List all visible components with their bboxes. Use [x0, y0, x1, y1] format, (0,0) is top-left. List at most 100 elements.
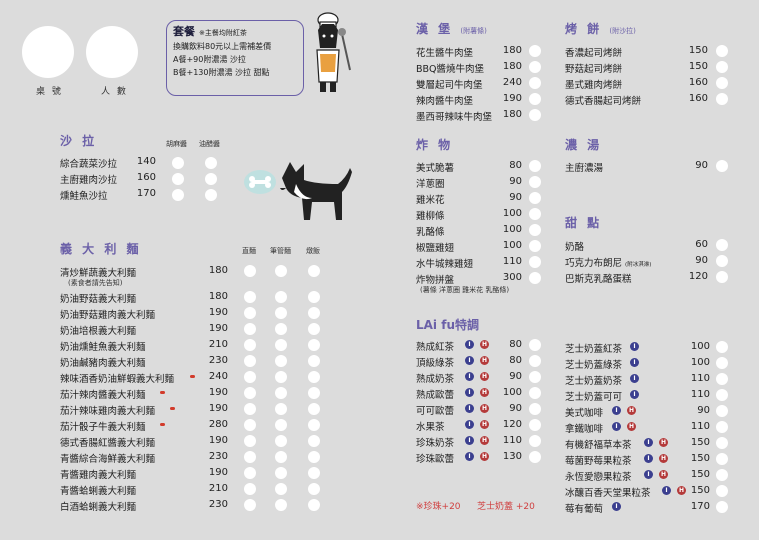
drink-option-dot[interactable]	[716, 373, 728, 385]
pasta-option-dot[interactable]	[308, 291, 320, 303]
salad-option-dot[interactable]	[172, 157, 184, 169]
burger-option-dot[interactable]	[529, 93, 541, 105]
dessert-option-dot[interactable]	[716, 271, 728, 283]
salad-option-dot[interactable]	[205, 157, 217, 169]
pasta-option-dot[interactable]	[308, 419, 320, 431]
pasta-option-dot[interactable]	[244, 451, 256, 463]
pasta-option-dot[interactable]	[244, 403, 256, 415]
drink-option-dot[interactable]	[716, 437, 728, 449]
pasta-option-dot[interactable]	[275, 355, 287, 367]
hot-icon: H	[659, 454, 668, 463]
fried-option-dot[interactable]	[529, 192, 541, 204]
table-number-field[interactable]	[22, 26, 74, 78]
pasta-option-dot[interactable]	[244, 323, 256, 335]
fried-option-dot[interactable]	[529, 240, 541, 252]
pasta-option-dot[interactable]	[308, 371, 320, 383]
drink-item-price: 90	[509, 371, 522, 382]
pasta-option-dot[interactable]	[308, 435, 320, 447]
drink-option-dot[interactable]	[716, 485, 728, 497]
pasta-option-dot[interactable]	[308, 387, 320, 399]
drink-option-dot[interactable]	[529, 435, 541, 447]
hot-icon: H	[480, 372, 489, 381]
pasta-option-dot[interactable]	[308, 355, 320, 367]
pasta-option-dot[interactable]	[308, 403, 320, 415]
pasta-option-dot[interactable]	[275, 307, 287, 319]
drink-option-dot[interactable]	[716, 421, 728, 433]
drink-option-dot[interactable]	[716, 357, 728, 369]
drink-option-dot[interactable]	[529, 355, 541, 367]
drink-option-dot[interactable]	[716, 341, 728, 353]
burger-option-dot[interactable]	[529, 77, 541, 89]
pasta-option-dot[interactable]	[308, 483, 320, 495]
salad-option-dot[interactable]	[172, 189, 184, 201]
pasta-option-dot[interactable]	[244, 371, 256, 383]
pasta-option-dot[interactable]	[275, 387, 287, 399]
pasta-item-name: 德式香腸紅醬義大利麵	[60, 438, 156, 449]
pasta-option-dot[interactable]	[275, 265, 287, 277]
drink-option-dot[interactable]	[529, 403, 541, 415]
pasta-option-dot[interactable]	[275, 339, 287, 351]
burger-option-dot[interactable]	[529, 45, 541, 57]
pasta-option-dot[interactable]	[275, 291, 287, 303]
dessert-option-dot[interactable]	[716, 255, 728, 267]
pasta-option-dot[interactable]	[275, 467, 287, 479]
drink-option-dot[interactable]	[716, 501, 728, 513]
burger-option-dot[interactable]	[529, 61, 541, 73]
pasta-option-dot[interactable]	[275, 483, 287, 495]
pasta-option-dot[interactable]	[244, 355, 256, 367]
drink-option-dot[interactable]	[716, 453, 728, 465]
pancake-option-dot[interactable]	[716, 45, 728, 57]
pasta-option-dot[interactable]	[244, 419, 256, 431]
salad-option-dot[interactable]	[172, 173, 184, 185]
fried-option-dot[interactable]	[529, 224, 541, 236]
pasta-option-dot[interactable]	[308, 307, 320, 319]
pasta-option-dot[interactable]	[244, 307, 256, 319]
pasta-item-price: 190	[208, 307, 228, 318]
pasta-option-dot[interactable]	[244, 339, 256, 351]
burger-option-dot[interactable]	[529, 109, 541, 121]
pasta-option-dot[interactable]	[244, 467, 256, 479]
fried-option-dot[interactable]	[529, 272, 541, 284]
pasta-option-dot[interactable]	[275, 419, 287, 431]
pasta-item-price: 210	[208, 483, 228, 494]
pancake-option-dot[interactable]	[716, 93, 728, 105]
drink-option-dot[interactable]	[529, 419, 541, 431]
drink-option-dot[interactable]	[529, 451, 541, 463]
drink-option-dot[interactable]	[529, 387, 541, 399]
drink-option-dot[interactable]	[716, 389, 728, 401]
salad-option-dot[interactable]	[205, 173, 217, 185]
pasta-option-dot[interactable]	[308, 451, 320, 463]
fried-option-dot[interactable]	[529, 160, 541, 172]
people-count-field[interactable]	[86, 26, 138, 78]
pasta-option-dot[interactable]	[244, 265, 256, 277]
pasta-option-dot[interactable]	[308, 339, 320, 351]
soup-option-dot[interactable]	[716, 160, 728, 172]
drink-option-dot[interactable]	[716, 405, 728, 417]
pasta-option-dot[interactable]	[275, 435, 287, 447]
pasta-option-dot[interactable]	[244, 483, 256, 495]
pasta-option-dot[interactable]	[275, 371, 287, 383]
pancake-option-dot[interactable]	[716, 61, 728, 73]
drink-option-dot[interactable]	[529, 339, 541, 351]
pasta-option-dot[interactable]	[244, 435, 256, 447]
iced-icon: I	[630, 342, 639, 351]
pasta-option-dot[interactable]	[244, 387, 256, 399]
fried-option-dot[interactable]	[529, 256, 541, 268]
fried-option-dot[interactable]	[529, 176, 541, 188]
pasta-option-dot[interactable]	[308, 323, 320, 335]
fried-option-dot[interactable]	[529, 208, 541, 220]
pasta-option-dot[interactable]	[244, 499, 256, 511]
drink-option-dot[interactable]	[529, 371, 541, 383]
pasta-option-dot[interactable]	[308, 499, 320, 511]
drink-option-dot[interactable]	[716, 469, 728, 481]
pasta-option-dot[interactable]	[275, 403, 287, 415]
pasta-option-dot[interactable]	[308, 467, 320, 479]
pasta-option-dot[interactable]	[275, 451, 287, 463]
pasta-option-dot[interactable]	[275, 499, 287, 511]
pasta-option-dot[interactable]	[244, 291, 256, 303]
salad-option-dot[interactable]	[205, 189, 217, 201]
dessert-option-dot[interactable]	[716, 239, 728, 251]
pasta-option-dot[interactable]	[308, 265, 320, 277]
pancake-option-dot[interactable]	[716, 77, 728, 89]
pasta-option-dot[interactable]	[275, 323, 287, 335]
